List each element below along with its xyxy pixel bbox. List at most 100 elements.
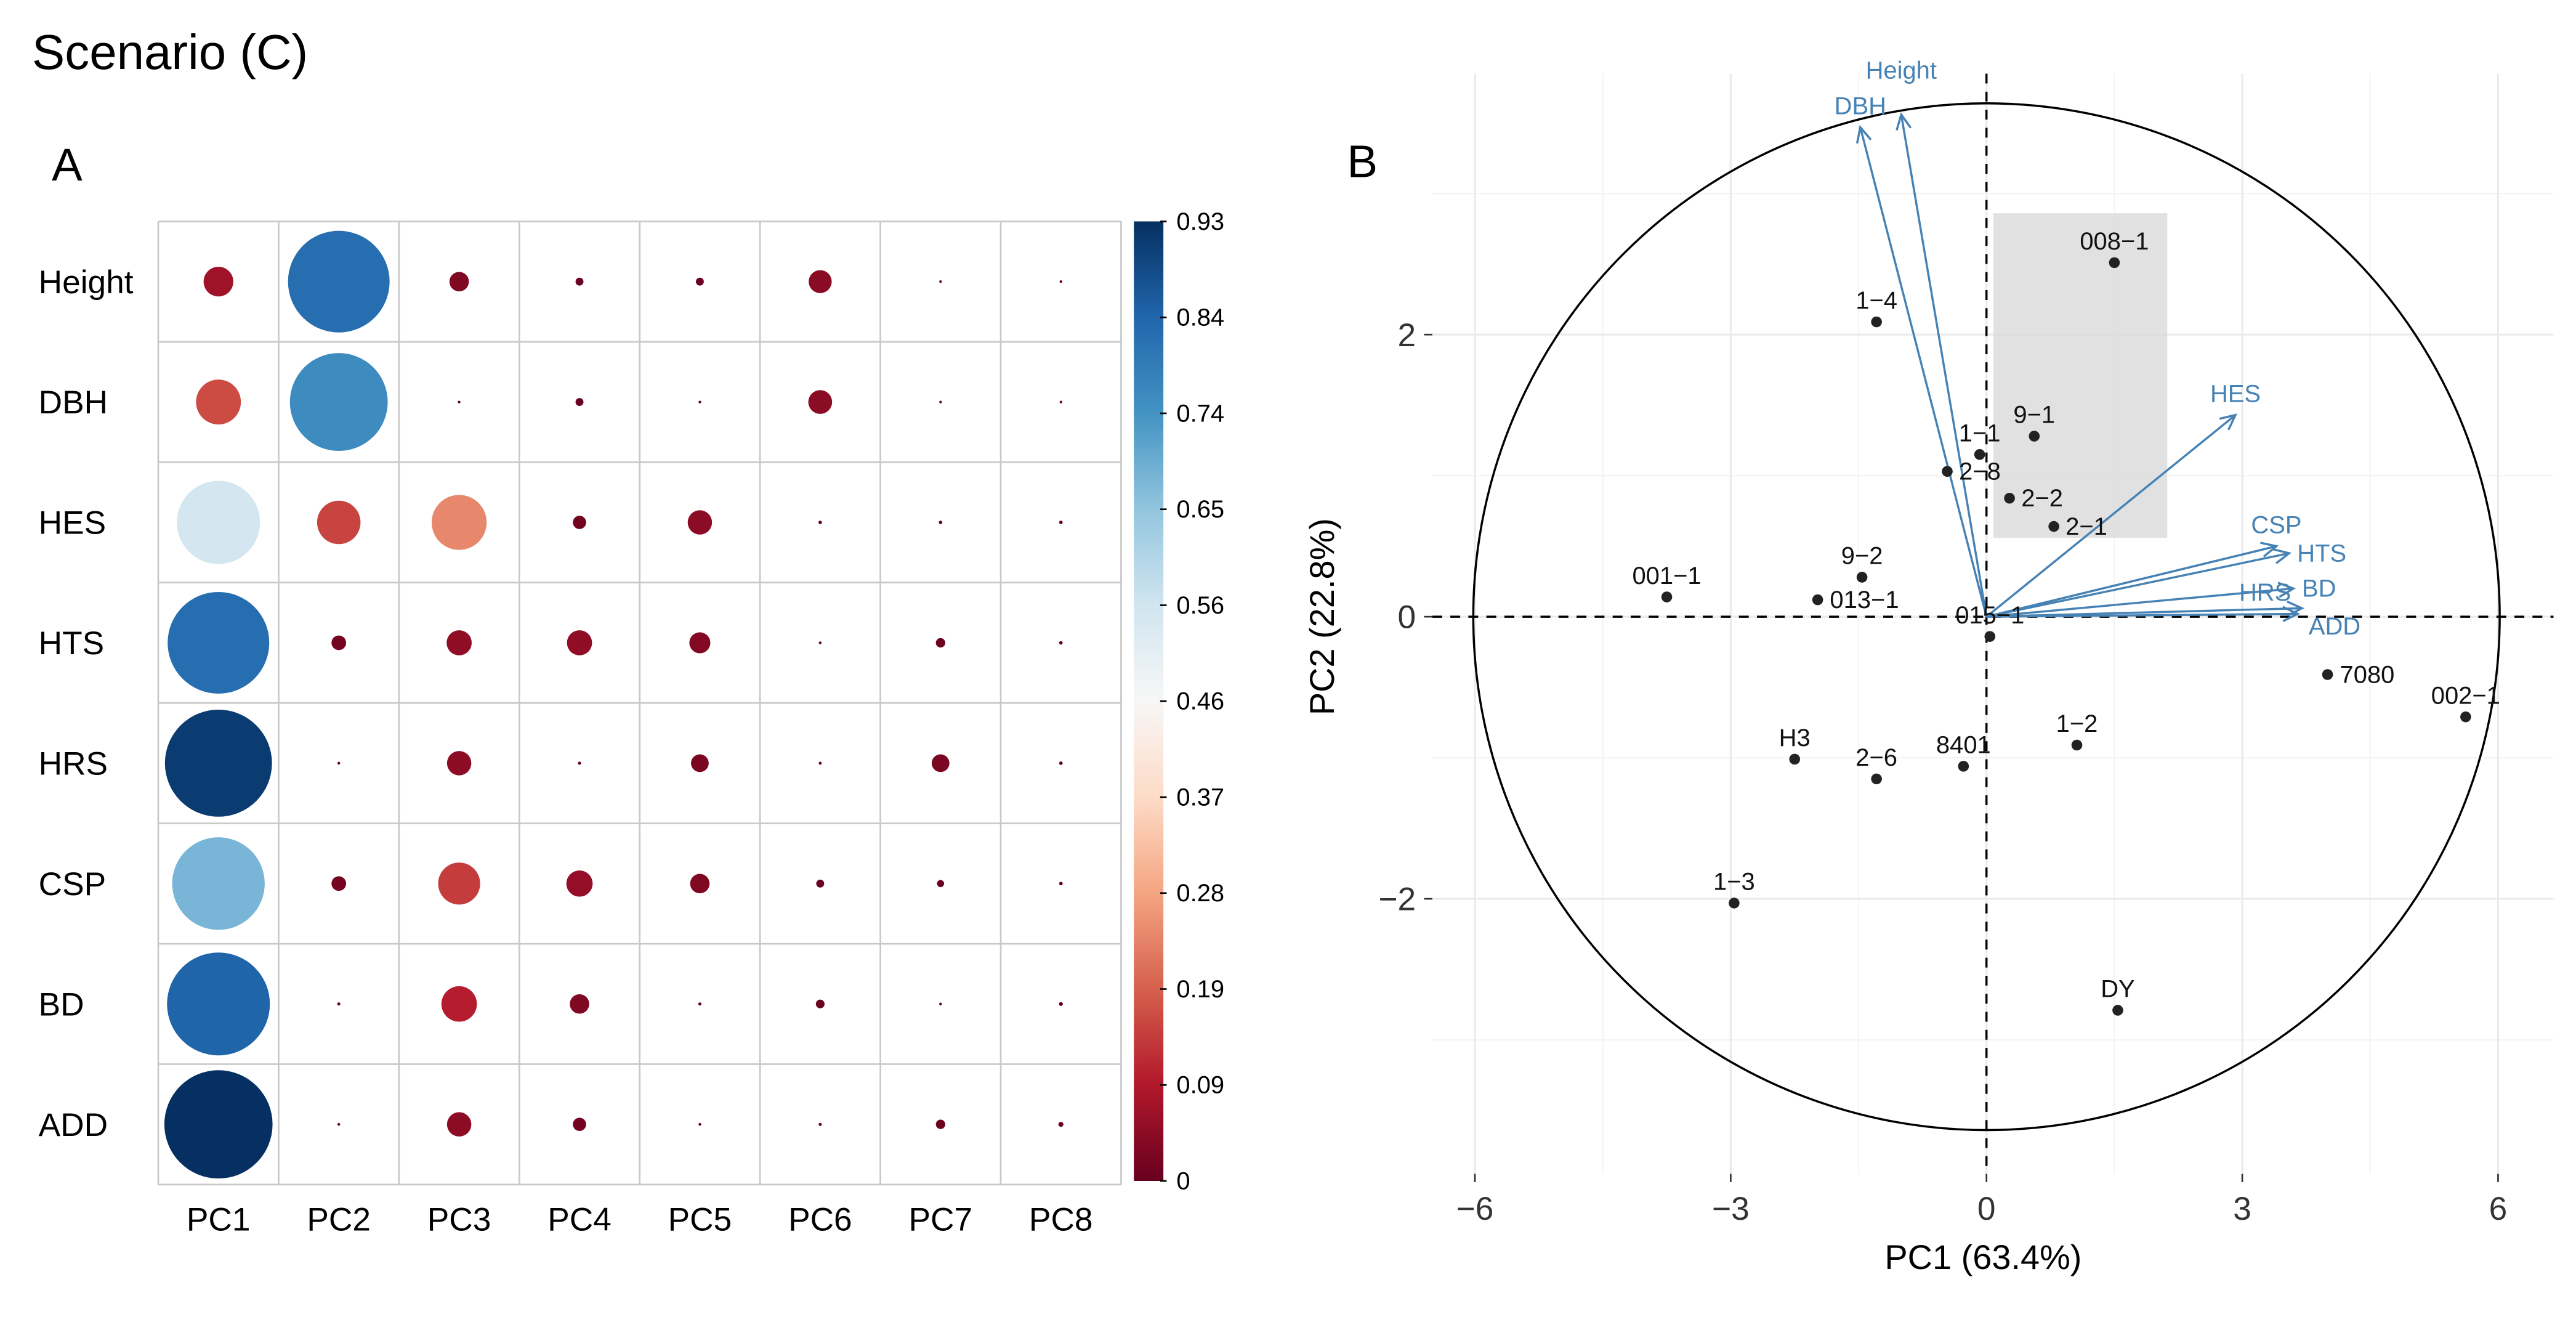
corr-circle-HTS-PC4 bbox=[567, 630, 592, 655]
corr-circle-HTS-PC5 bbox=[689, 632, 711, 654]
colorbar-tick-label: 0 bbox=[1176, 1167, 1190, 1194]
corr-circle-ADD-PC3 bbox=[446, 1112, 472, 1137]
sample-label: 8401 bbox=[1936, 732, 1991, 759]
corr-circle-HTS-PC6 bbox=[818, 641, 822, 644]
sample-label: 2−8 bbox=[1959, 458, 2001, 485]
row-label: BD bbox=[39, 986, 84, 1023]
loading-arrow-DBH bbox=[1859, 127, 1988, 617]
corr-circle-HRS-PC4 bbox=[578, 761, 581, 765]
sample-point bbox=[1871, 316, 1882, 328]
corr-circle-Height-PC6 bbox=[809, 270, 832, 293]
column-label: PC6 bbox=[788, 1201, 852, 1238]
colorbar-tick-label: 0.09 bbox=[1176, 1072, 1224, 1099]
sample-point bbox=[2109, 257, 2120, 269]
column-label: PC4 bbox=[547, 1201, 612, 1238]
corr-circle-BD-PC4 bbox=[570, 994, 589, 1014]
sample-label: 2−2 bbox=[2021, 485, 2063, 512]
colorbar-tick-label: 0.37 bbox=[1176, 784, 1224, 811]
corr-circle-DBH-PC5 bbox=[698, 400, 701, 403]
corr-circle-Height-PC7 bbox=[939, 280, 942, 283]
corr-circle-HRS-PC1 bbox=[164, 709, 272, 817]
corr-circle-CSP-PC4 bbox=[566, 870, 593, 897]
corr-circle-ADD-PC7 bbox=[935, 1119, 945, 1129]
corr-circle-HES-PC1 bbox=[177, 481, 260, 564]
corr-circle-Height-PC2 bbox=[288, 230, 390, 333]
corr-circle-HTS-PC7 bbox=[935, 638, 945, 648]
colorbar-tick-label: 0.84 bbox=[1176, 304, 1224, 331]
corr-circle-HES-PC3 bbox=[431, 495, 487, 550]
sample-point bbox=[1812, 594, 1823, 606]
corr-circle-Height-PC4 bbox=[575, 277, 584, 286]
y-tick-label: 0 bbox=[1398, 599, 1416, 636]
panel-a-label: A bbox=[52, 139, 83, 190]
sample-point bbox=[1984, 631, 1996, 642]
corr-circle-BD-PC5 bbox=[698, 1002, 702, 1006]
sample-label: 1−3 bbox=[1713, 869, 1755, 896]
corr-circle-ADD-PC4 bbox=[573, 1117, 586, 1131]
corr-circle-HTS-PC8 bbox=[1059, 641, 1063, 645]
colorbar-tick-label: 0.28 bbox=[1176, 880, 1224, 907]
x-axis-title: PC1 (63.4%) bbox=[1884, 1238, 2081, 1276]
colorbar-tick-label: 0.93 bbox=[1176, 208, 1224, 235]
corr-circle-DBH-PC2 bbox=[289, 353, 388, 452]
corr-circle-ADD-PC2 bbox=[337, 1122, 341, 1126]
loading-label: HRS bbox=[2239, 579, 2291, 606]
arrowhead bbox=[1855, 124, 1872, 144]
row-label: Height bbox=[39, 264, 134, 301]
sample-point bbox=[2048, 521, 2059, 532]
corr-circle-DBH-PC7 bbox=[939, 400, 942, 403]
sample-label: 1−4 bbox=[1855, 287, 1897, 314]
corr-circle-Height-PC8 bbox=[1059, 280, 1062, 283]
loading-label: BD bbox=[2302, 575, 2336, 602]
sample-label: 001−1 bbox=[1632, 562, 1701, 590]
sample-point bbox=[1856, 572, 1868, 583]
row-label: DBH bbox=[39, 384, 108, 421]
sample-point bbox=[2004, 492, 2015, 504]
highlight-region bbox=[1993, 213, 2168, 538]
sample-label: 015−1 bbox=[1955, 602, 2024, 629]
row-label: HES bbox=[39, 505, 107, 541]
x-tick-label: 3 bbox=[2233, 1191, 2251, 1227]
colorbar bbox=[1134, 221, 1164, 1182]
corr-circle-HTS-PC3 bbox=[446, 630, 472, 655]
loading-arrow-HES bbox=[1985, 414, 2237, 618]
corr-circle-BD-PC6 bbox=[815, 999, 825, 1008]
sample-point bbox=[1729, 898, 1740, 909]
corr-circle-Height-PC3 bbox=[449, 272, 469, 291]
x-tick-label: 0 bbox=[1977, 1191, 1996, 1227]
sample-point bbox=[2322, 669, 2333, 680]
corr-circle-CSP-PC3 bbox=[438, 862, 480, 905]
row-label: HTS bbox=[39, 625, 105, 662]
column-label: PC2 bbox=[307, 1201, 371, 1238]
corr-circle-DBH-PC1 bbox=[196, 379, 241, 425]
colorbar-tick-label: 0.46 bbox=[1176, 688, 1224, 715]
figure-title: Scenario (C) bbox=[32, 25, 308, 79]
correlation-plot: Height DBH HES HTS HRS CSP BD ADD PC1 PC2 PC3 PC4 PC… bbox=[39, 208, 1224, 1238]
sample-label: 008−1 bbox=[2080, 228, 2149, 255]
corr-circle-HES-PC5 bbox=[687, 510, 713, 535]
corr-circle-HTS-PC2 bbox=[331, 635, 347, 651]
corr-circle-HRS-PC8 bbox=[1059, 761, 1063, 765]
x-tick-label: −3 bbox=[1712, 1191, 1750, 1227]
sample-label: 002−1 bbox=[2431, 682, 2500, 709]
corr-circle-HES-PC7 bbox=[939, 521, 943, 524]
arrowhead bbox=[2282, 606, 2301, 622]
sample-label: 7080 bbox=[2340, 661, 2395, 688]
corr-circle-ADD-PC6 bbox=[818, 1122, 822, 1126]
sample-point bbox=[1661, 591, 1673, 602]
column-label: PC3 bbox=[427, 1201, 491, 1238]
arrowhead bbox=[2260, 541, 2279, 558]
column-label: PC5 bbox=[668, 1201, 732, 1238]
corr-circle-CSP-PC5 bbox=[690, 874, 710, 894]
corr-circle-HES-PC2 bbox=[317, 500, 361, 545]
corr-circle-HRS-PC2 bbox=[337, 761, 341, 765]
loading-label: Height bbox=[1866, 57, 1937, 84]
x-tick-label: −6 bbox=[1456, 1191, 1494, 1227]
y-axis-title: PC2 (22.8%) bbox=[1302, 518, 1341, 715]
corr-circle-HRS-PC6 bbox=[818, 761, 822, 765]
sample-point bbox=[1942, 466, 1953, 477]
corr-circle-CSP-PC2 bbox=[331, 876, 347, 891]
colorbar-tick-label: 0.56 bbox=[1176, 592, 1224, 619]
corr-circle-Height-PC1 bbox=[203, 267, 233, 297]
panel-b-label: B bbox=[1347, 136, 1378, 187]
